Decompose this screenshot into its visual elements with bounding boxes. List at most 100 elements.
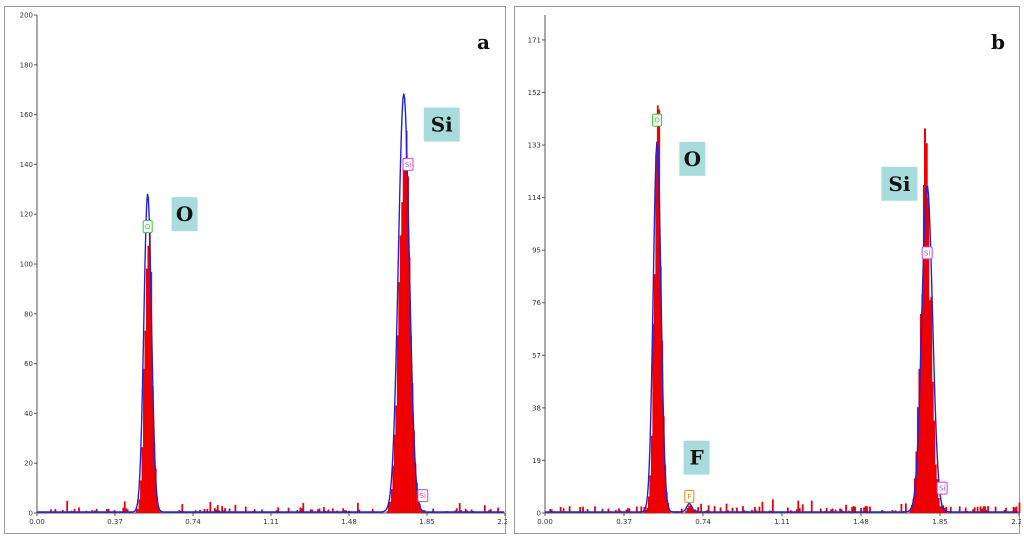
peak-marker-box: [936, 481, 948, 495]
spectrum-bar: [1018, 502, 1021, 513]
spectrum-bar: [869, 506, 871, 513]
x-tick-label: 0.74: [695, 518, 711, 526]
spectrum-bar: [910, 505, 913, 513]
spectrum-bar: [407, 176, 409, 513]
peak-marker-label: Si: [405, 161, 411, 169]
spectrum-bar: [798, 508, 801, 513]
spectrum-bar: [736, 507, 738, 513]
spectrum-bar: [559, 506, 562, 513]
spectrum-bar: [839, 508, 842, 513]
spectrum-bar: [918, 368, 921, 513]
peak-marker-label: O: [654, 117, 660, 125]
peak-marker-box: [402, 157, 414, 171]
spectrum-bar: [713, 506, 716, 513]
spectrum-bar: [688, 505, 691, 513]
spectrum-bar: [497, 507, 499, 513]
spectrum-bar: [937, 497, 940, 513]
x-tick-label: 0.37: [616, 518, 632, 526]
spectrum-bar: [845, 504, 847, 513]
spectrum-bar: [840, 509, 843, 513]
spectrum-bar: [138, 499, 141, 513]
spectrum-bar: [122, 507, 125, 513]
spectrum-bar: [689, 505, 692, 513]
spectrum-bar: [863, 507, 865, 513]
y-tick-label: 80: [24, 310, 33, 318]
spectrum-bar: [224, 508, 226, 513]
element-label-box: [423, 107, 460, 142]
spectrum-bar: [925, 143, 928, 513]
spectrum-bar: [54, 508, 57, 513]
element-label: O: [176, 202, 193, 226]
spectrum-bar: [395, 405, 398, 513]
spectrum-bar: [147, 245, 150, 514]
y-tick-label: 76: [532, 299, 541, 307]
spectrum-bar: [618, 508, 620, 513]
spectrum-bar: [398, 282, 401, 513]
spectrum-bar: [931, 381, 934, 513]
peak-marker-label: Si: [924, 249, 930, 257]
spectrum-bar: [830, 509, 833, 513]
spectrum-bar: [927, 197, 930, 514]
spectrum-bar: [692, 509, 695, 513]
spectrum-bar: [342, 508, 345, 513]
spectrum-bar: [658, 109, 661, 513]
spectrum-bar: [664, 464, 667, 513]
x-tick-label: 1.11: [263, 518, 279, 526]
spectrum-bar: [309, 509, 312, 513]
spectrum-bar: [470, 509, 473, 513]
spectrum-bar: [489, 509, 492, 513]
x-tick-label: 1.11: [774, 518, 790, 526]
spectrum-bar: [797, 500, 800, 513]
spectrum-bar: [287, 507, 290, 513]
spectrum-bar: [148, 222, 151, 514]
spectrum-bar: [972, 509, 975, 513]
spectrum-bar: [1005, 507, 1007, 513]
spectrum-bar: [921, 294, 924, 513]
y-tick-label: 38: [532, 404, 541, 412]
spectrum-bar: [866, 506, 868, 513]
spectrum-bar: [401, 202, 404, 513]
spectrum-bar: [665, 492, 668, 513]
spectrum-bar: [405, 130, 408, 513]
spectrum-bar: [754, 507, 756, 513]
y-tick-label: 140: [20, 161, 33, 169]
spectrum-bar: [371, 508, 374, 513]
y-tick-label: 0: [537, 510, 541, 518]
spectrum-bar: [994, 506, 997, 513]
spectrum-bar: [981, 508, 984, 513]
spectrum-bar: [144, 330, 147, 513]
spectrum-bar: [647, 496, 650, 513]
peak-marker-box: [921, 246, 933, 260]
y-tick-label: 95: [532, 247, 541, 255]
element-label: O: [684, 147, 701, 171]
spectrum-bar: [719, 507, 722, 513]
spectrum-bar: [685, 510, 688, 513]
y-tick-label: 200: [20, 12, 33, 20]
peak-marker-box: [652, 113, 663, 127]
spectrum-bar: [107, 508, 110, 513]
y-tick-label: 114: [528, 194, 542, 202]
spectrum-bar: [420, 510, 423, 513]
spectrum-bar: [402, 158, 405, 514]
spectrum-bar: [317, 509, 319, 513]
peak-marker-box: [684, 489, 695, 503]
y-tick-label: 0: [29, 510, 33, 518]
panel-letter: b: [991, 30, 1005, 54]
spectrum-bar: [393, 434, 396, 513]
spectrum-bar: [854, 506, 856, 513]
spectrum-bar: [700, 503, 703, 513]
spectrum-bar: [691, 506, 694, 513]
spectrum-bar: [78, 507, 80, 513]
spectrum-bar: [140, 480, 142, 513]
spectrum-bar: [864, 506, 867, 513]
spectrum-bar: [418, 503, 421, 513]
y-tick-label: 100: [20, 261, 33, 269]
spectrum-bar: [154, 468, 157, 513]
spectrum-bar: [234, 504, 237, 513]
element-label-box: [683, 440, 710, 475]
x-tick-label: 0.74: [185, 518, 201, 526]
y-tick-label: 19: [532, 457, 541, 465]
spectrum-bar: [410, 335, 412, 513]
spectrum-bar: [390, 489, 393, 513]
spectrum-bar: [607, 508, 610, 513]
